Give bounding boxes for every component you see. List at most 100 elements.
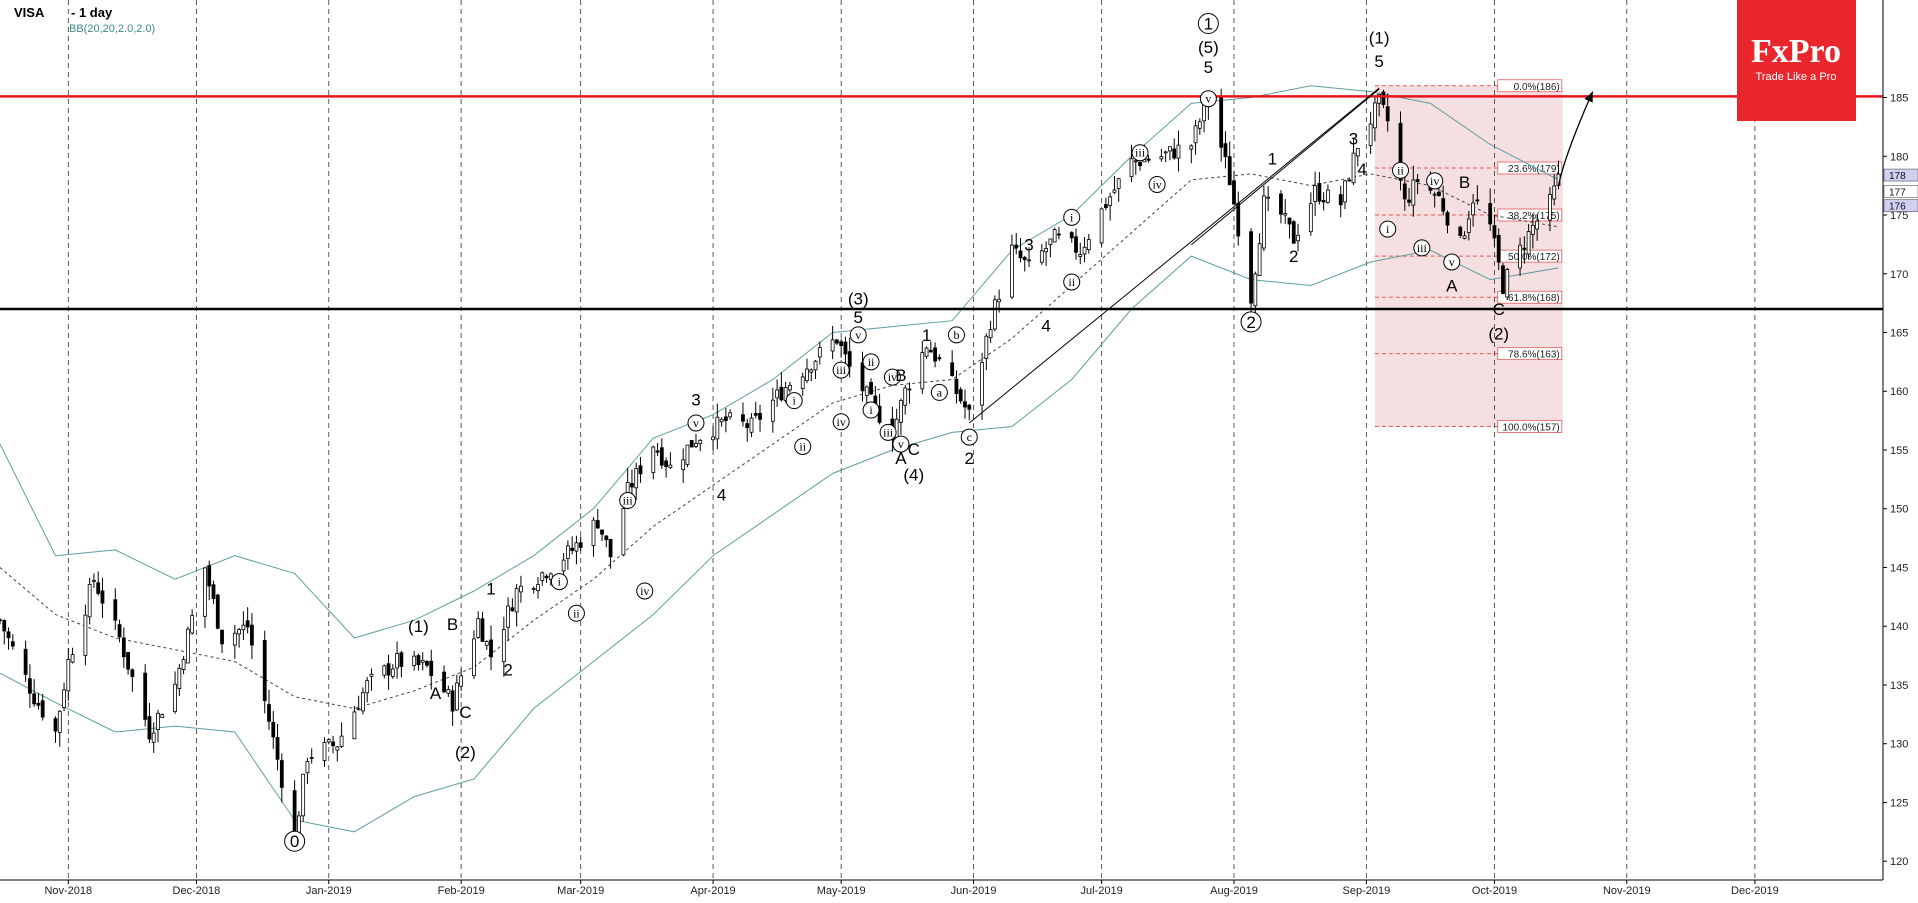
candle-bull (548, 573, 553, 580)
candle-bear (928, 349, 933, 353)
candle-bull (1010, 244, 1014, 298)
candle-bull (237, 629, 242, 635)
timeframe-label: - 1 day (71, 5, 113, 20)
candle-bear (40, 700, 45, 718)
candle-bull (1108, 196, 1113, 206)
wave-label: 2 (1246, 313, 1255, 332)
candle-bull (719, 418, 724, 423)
candle-bull (1133, 160, 1138, 163)
wave-label: v (693, 416, 699, 430)
candle-bull (805, 368, 809, 381)
candle-bull (301, 773, 306, 817)
wave-label: c (967, 430, 972, 444)
wave-label: B (447, 615, 458, 634)
candle-bear (869, 381, 873, 395)
candle-bear (279, 760, 284, 788)
logo-brand: FxPro (1751, 33, 1841, 70)
wave-label: i (1070, 210, 1074, 224)
candle-bear (967, 404, 972, 410)
wave-label-circle (849, 326, 867, 344)
candle-bull (711, 436, 715, 441)
x-tick-label: Aug-2019 (1210, 885, 1258, 897)
candle-bear (36, 702, 41, 706)
wave-label: v (898, 437, 904, 451)
wave-label: i (793, 394, 797, 408)
candle-bull (1099, 208, 1104, 244)
wave-label-circle (862, 401, 880, 419)
wave-label: iii (836, 363, 847, 377)
candle-bull (920, 352, 925, 390)
candle-bear (96, 582, 101, 594)
candle-bear (1232, 180, 1236, 205)
candle-bull (715, 416, 720, 440)
candle-bear (510, 607, 515, 612)
wave-label: 5 (1374, 52, 1383, 71)
candle-bull (519, 585, 523, 593)
candle-bear (1138, 161, 1142, 167)
candle-bull (1343, 180, 1347, 203)
candle-bull (339, 735, 344, 747)
candle-bull (1039, 250, 1044, 263)
bollinger-upper-band (0, 85, 1559, 639)
wave-label-circle (550, 573, 568, 591)
candle-bull (651, 446, 656, 473)
price-tag-label: 177 (1889, 188, 1906, 199)
fib-level-box (1497, 161, 1563, 175)
candle-bull (1466, 218, 1471, 233)
candle-bull (621, 508, 626, 556)
candle-bull (698, 439, 703, 445)
wave-label: (1) (408, 617, 429, 636)
candle-bear (442, 671, 446, 693)
candle-bear (544, 575, 549, 579)
candle-bear (2, 620, 7, 632)
wave-label: B (895, 366, 906, 385)
candle-bear (839, 341, 844, 346)
candle-bull (454, 682, 459, 711)
wave-label: iii (883, 425, 894, 439)
candle-bear (386, 663, 391, 676)
candle-bull (1176, 144, 1181, 159)
wave-label: 4 (1357, 160, 1366, 179)
candle-bull (1082, 246, 1087, 255)
candle-bull (1112, 189, 1117, 193)
candle-bull (181, 659, 186, 671)
candle-bull (770, 399, 775, 422)
candle-bull (1027, 259, 1031, 262)
candle-bull (1044, 248, 1049, 253)
wave-label-layer: 0(1)ABC(2)12iiiiiiiv3v4iiiiiiiv(3)5viiii… (284, 12, 1509, 852)
candle-bear (600, 529, 604, 535)
wave-label-circle (636, 582, 654, 600)
y-tick-label: 180 (1890, 151, 1908, 163)
candle-bull (992, 299, 997, 330)
candle-bear (1347, 179, 1352, 182)
candle-bull (1518, 244, 1522, 269)
y-tick-label: 135 (1890, 680, 1908, 692)
candle-bull (66, 659, 71, 692)
candle-bear (450, 690, 455, 712)
x-tick-label: Oct-2019 (1472, 885, 1517, 897)
y-tick-label: 150 (1890, 504, 1908, 516)
candle-bull (326, 739, 331, 743)
y-tick-label: 170 (1890, 269, 1908, 281)
wave-label: (3) (848, 289, 869, 308)
wave-label: 1 (1268, 150, 1277, 169)
candle-bear (100, 590, 105, 604)
wave-label: (4) (903, 466, 924, 485)
x-tick-label: Jul-2019 (1081, 885, 1123, 897)
candle-bear (1492, 225, 1497, 239)
candle-bull (1471, 202, 1475, 216)
candle-bear (1381, 91, 1386, 105)
candle-bear (847, 351, 852, 367)
candle-bear (963, 401, 967, 408)
candle-bear (1402, 183, 1407, 200)
candle-bear (1475, 199, 1480, 202)
candle-bear (1022, 257, 1027, 261)
candle-bear (53, 718, 58, 732)
fxpro-logo[interactable]: FxPro Trade Like a Pro (1737, 0, 1856, 121)
y-tick-label: 155 (1890, 445, 1908, 457)
candle-bear (595, 520, 600, 529)
candle-bull (190, 615, 195, 634)
candle-bear (250, 624, 254, 646)
wave-label: ii (573, 606, 580, 620)
candle-bull (382, 665, 387, 676)
